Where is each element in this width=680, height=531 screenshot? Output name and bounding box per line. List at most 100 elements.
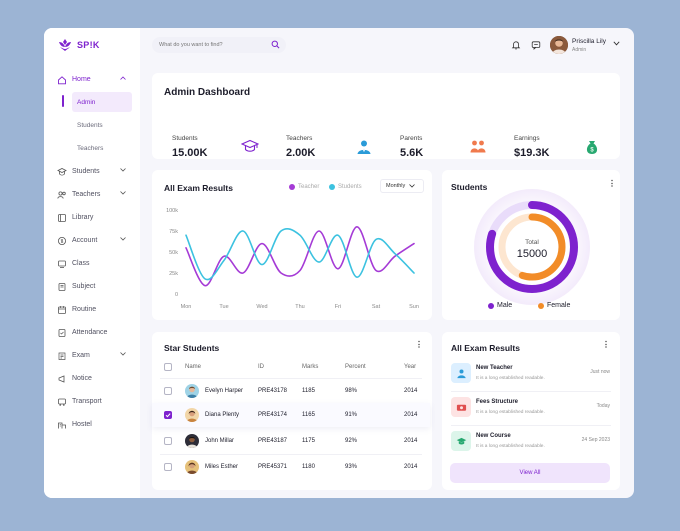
sidebar-item-hostel[interactable]: Hostel	[44, 413, 140, 436]
exam-list-title: All Exam Results	[451, 343, 520, 353]
sidebar-item-exam[interactable]: Exam	[44, 344, 140, 367]
period-select[interactable]: Monthly	[380, 179, 424, 193]
sidebar-item-label: Students	[72, 168, 100, 175]
y-tick-label: 25k	[169, 271, 178, 277]
sidebar-item-account[interactable]: Account	[44, 229, 140, 252]
more-options-icon[interactable]: ⋮	[608, 179, 616, 188]
row-checkbox[interactable]	[164, 437, 172, 445]
select-all-checkbox[interactable]	[164, 363, 172, 371]
stat-card-earnings[interactable]: Earnings $19.3K $	[506, 125, 609, 168]
sidebar-item-notice[interactable]: Notice	[44, 367, 140, 390]
sidebar-item-library[interactable]: Library	[44, 206, 140, 229]
messages-button[interactable]	[530, 39, 542, 51]
stat-card-parents[interactable]: Parents 5.6K	[392, 125, 495, 168]
column-header-marks[interactable]: Marks	[302, 364, 319, 370]
column-header-year[interactable]: Year	[404, 364, 417, 370]
sidebar-subitem-teachers[interactable]: Teachers	[44, 137, 140, 160]
logo-icon	[59, 39, 71, 51]
search-input[interactable]	[159, 42, 264, 48]
legend-label: Female	[547, 302, 571, 309]
legend-label: Students	[338, 184, 362, 190]
chart-title: All Exam Results	[164, 183, 233, 193]
teacher-icon	[57, 190, 67, 200]
sidebar: SP!K Home Admin Students Teachers	[44, 28, 140, 498]
legend-teacher: Teacher	[289, 184, 319, 190]
student-year: 2014	[404, 438, 418, 444]
search-icon[interactable]	[271, 40, 280, 49]
students-donut-card: Students ⋮ Total 15000 Male Female	[442, 170, 620, 320]
student-percent: 91%	[345, 412, 358, 418]
active-indicator	[62, 95, 64, 107]
legend-label: Male	[497, 302, 513, 309]
sidebar-item-routine[interactable]: Routine	[44, 298, 140, 321]
table-row[interactable]: Miles Esther PRE45371 1180 93% 2014	[152, 455, 432, 479]
student-year: 2014	[404, 412, 418, 418]
sidebar-item-students[interactable]: Students	[44, 160, 140, 183]
stat-label: Students	[172, 135, 198, 142]
stat-card-teachers[interactable]: Teachers 2.00K	[278, 125, 381, 168]
graduation-cap-icon	[241, 139, 259, 152]
sidebar-item-teachers[interactable]: Teachers	[44, 183, 140, 206]
list-item[interactable]: Fees Structure It is a long established …	[442, 394, 620, 424]
y-tick-label: 100k	[166, 208, 178, 214]
sidebar-item-transport[interactable]: Transport	[44, 390, 140, 413]
y-tick-label: 75k	[169, 229, 178, 235]
sidebar-subitem-students[interactable]: Students	[44, 114, 140, 137]
row-checkbox[interactable]	[164, 411, 172, 419]
stat-value: 2.00K	[286, 147, 316, 159]
table-row[interactable]: Evelyn Harper PRE43178 1185 98% 2014	[152, 379, 432, 403]
series-line-students	[185, 228, 415, 281]
y-tick-label: 50k	[169, 250, 178, 256]
row-divider	[451, 391, 611, 392]
list-item-time: Today	[596, 403, 610, 409]
view-all-button[interactable]: View All	[450, 463, 610, 483]
sidebar-item-class[interactable]: Class	[44, 252, 140, 275]
attendance-icon	[57, 328, 67, 338]
donut-total-label: Total	[525, 239, 539, 246]
sidebar-item-label: Transport	[72, 398, 102, 405]
stat-card-students[interactable]: Students 15.00K	[164, 125, 267, 168]
star-students-title: Star Students	[164, 343, 220, 353]
avatar[interactable]	[550, 36, 568, 54]
parents-icon	[470, 140, 486, 153]
money-icon	[451, 397, 471, 417]
notice-icon	[57, 374, 67, 384]
sidebar-item-label: Teachers	[77, 145, 104, 152]
chevron-up-icon	[120, 76, 126, 80]
table-row-selected[interactable]: Diana Plenty PRE43174 1165 91% 2014	[152, 403, 430, 427]
dashboard-summary-card: Admin Dashboard Students 15.00K Teachers…	[152, 73, 620, 159]
table-row[interactable]: John Millar PRE43187 1175 92% 2014	[152, 429, 432, 453]
more-options-icon[interactable]: ⋮	[602, 340, 610, 349]
sidebar-item-label: Class	[72, 260, 90, 267]
column-header-percent[interactable]: Percent	[345, 364, 366, 370]
routine-icon	[57, 305, 67, 315]
list-item-description: It is a long established readable.	[476, 444, 545, 449]
column-header-id[interactable]: ID	[258, 364, 264, 370]
list-item-time: 24 Sep 2023	[581, 437, 610, 443]
student-percent: 92%	[345, 438, 358, 444]
more-options-icon[interactable]: ⋮	[415, 340, 423, 349]
list-item[interactable]: New Course It is a long established read…	[442, 428, 620, 458]
transport-icon	[57, 397, 67, 407]
account-icon	[57, 236, 67, 246]
student-name: Diana Plenty	[205, 412, 240, 418]
sidebar-item-subject[interactable]: Subject	[44, 275, 140, 298]
legend-male: Male	[488, 302, 512, 309]
column-header-name[interactable]: Name	[185, 364, 202, 370]
sidebar-subitem-admin[interactable]: Admin	[62, 92, 132, 112]
brand-logo[interactable]: SP!K	[57, 38, 100, 52]
row-checkbox[interactable]	[164, 463, 172, 471]
list-item[interactable]: New Teacher It is a long established rea…	[442, 360, 620, 390]
student-percent: 98%	[345, 388, 358, 394]
legend-label: Teacher	[298, 184, 320, 190]
sidebar-item-attendance[interactable]: Attendance	[44, 321, 140, 344]
bell-icon	[511, 41, 521, 50]
chevron-down-icon[interactable]	[613, 41, 620, 46]
sidebar-item-home[interactable]: Home	[44, 68, 140, 91]
notification-button[interactable]	[510, 39, 522, 51]
home-icon	[57, 75, 67, 85]
chevron-down-icon	[120, 352, 126, 356]
chevron-down-icon	[120, 168, 126, 172]
x-tick-label: Sun	[409, 304, 419, 310]
row-checkbox[interactable]	[164, 387, 172, 395]
